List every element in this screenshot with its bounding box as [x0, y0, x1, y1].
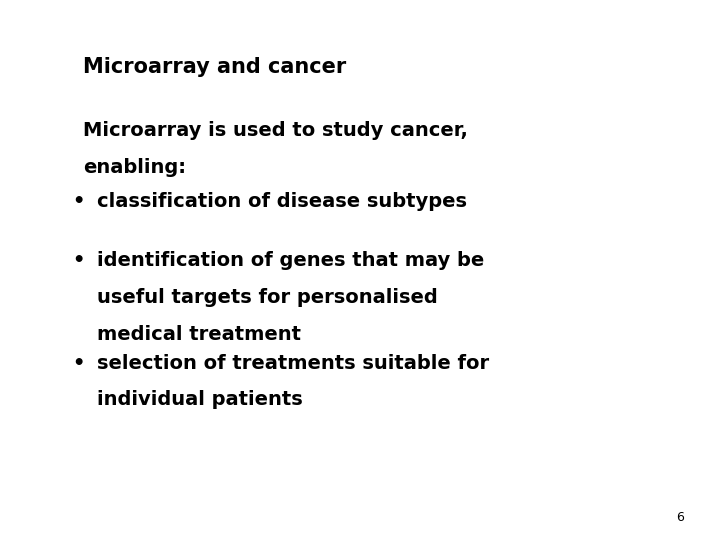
Text: selection of treatments suitable for: selection of treatments suitable for: [97, 354, 490, 373]
Text: Microarray and cancer: Microarray and cancer: [83, 57, 346, 77]
Text: Microarray is used to study cancer,: Microarray is used to study cancer,: [83, 122, 468, 140]
Text: enabling:: enabling:: [83, 158, 186, 177]
Text: identification of genes that may be: identification of genes that may be: [97, 251, 485, 270]
Text: •: •: [72, 354, 84, 373]
Text: medical treatment: medical treatment: [97, 325, 301, 343]
Text: individual patients: individual patients: [97, 390, 303, 409]
Text: •: •: [72, 192, 84, 211]
Text: useful targets for personalised: useful targets for personalised: [97, 288, 438, 307]
Text: classification of disease subtypes: classification of disease subtypes: [97, 192, 467, 211]
Text: •: •: [72, 251, 84, 270]
Text: 6: 6: [676, 511, 684, 524]
